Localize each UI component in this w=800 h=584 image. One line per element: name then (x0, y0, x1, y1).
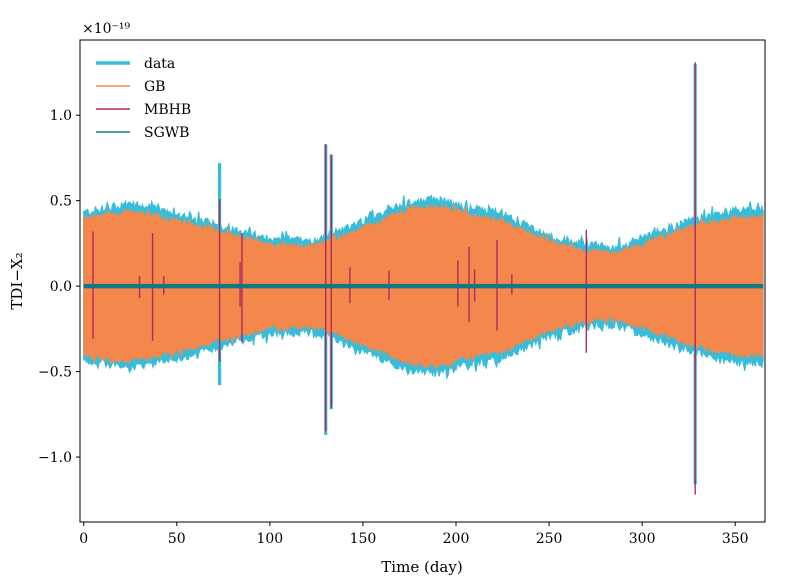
y-tick-label-3: 0.5 (50, 194, 72, 210)
sgwb-series (83, 283, 764, 289)
y-tick-label-2: 0.0 (50, 279, 72, 295)
legend-label-mbhb: MBHB (144, 102, 191, 118)
y-tick-label-4: 1.0 (50, 108, 72, 124)
y-axis: −1.0 −0.5 0.0 0.5 1.0 (38, 108, 80, 466)
y-axis-label: TDI−X₂ (8, 252, 26, 309)
y-tick-label-0: −1.0 (38, 450, 72, 466)
plot-frame (79, 39, 766, 523)
x-tick-label-0: 0 (79, 531, 88, 547)
y-tick-label-1: −0.5 (38, 365, 72, 381)
x-tick-label-2: 100 (256, 531, 283, 547)
x-tick-label-3: 150 (350, 531, 377, 547)
x-tick-label-4: 200 (443, 531, 470, 547)
legend-label-gb: GB (144, 79, 165, 95)
x-tick-label-7: 350 (722, 531, 749, 547)
x-tick-label-5: 250 (536, 531, 563, 547)
x-tick-label-6: 300 (629, 531, 656, 547)
y-multiplier: ×10⁻¹⁹ (82, 21, 131, 37)
sgwb-band (83, 283, 764, 289)
legend-label-data: data (144, 56, 175, 72)
x-tick-label-1: 50 (168, 531, 186, 547)
x-axis-label: Time (day) (381, 558, 462, 576)
legend-label-sgwb: SGWB (144, 125, 189, 141)
x-axis: 0 50 100 150 200 250 300 350 (79, 522, 749, 547)
legend: data GB MBHB SGWB (96, 56, 191, 141)
